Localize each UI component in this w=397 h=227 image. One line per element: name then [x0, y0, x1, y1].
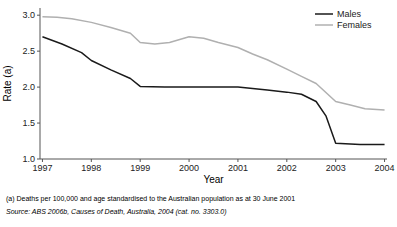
- footnote: Source: ABS 2006b, Causes of Death, Aust…: [6, 208, 227, 216]
- y-tick: [37, 15, 40, 16]
- legend-label: Females: [337, 20, 372, 30]
- x-tick: [140, 159, 141, 162]
- legend-label: Males: [337, 9, 362, 19]
- x-tick-label: 2000: [179, 163, 199, 173]
- series-line: [42, 37, 384, 145]
- x-tick-label: 2003: [326, 163, 346, 173]
- x-tick: [91, 159, 92, 162]
- x-axis-label: Year: [203, 174, 224, 185]
- lines: [42, 17, 384, 145]
- y-tick: [37, 87, 40, 88]
- chart: 1997 1998 1999 2000 2001 2002 2003 2004 1.0 1.5 2.…: [0, 0, 397, 227]
- x-axis-line: [40, 159, 387, 160]
- y-axis-label: Rate (a): [2, 65, 13, 101]
- legend-swatch: [315, 13, 333, 15]
- y-tick-label: 2.0: [22, 82, 35, 92]
- x-tick-label: 1998: [81, 163, 101, 173]
- y-tick-label: 1.0: [22, 154, 35, 164]
- y-tick: [37, 123, 40, 124]
- x-tick-label: 2004: [375, 163, 395, 173]
- x-tick: [42, 159, 43, 162]
- y-tick-label: 2.5: [22, 46, 35, 56]
- x-tick-label: 2002: [277, 163, 297, 173]
- y-tick: [37, 51, 40, 52]
- x-ticks: 1997 1998 1999 2000 2001 2002 2003 2004: [32, 159, 394, 173]
- x-tick: [286, 159, 287, 162]
- legend: MalesFemales: [315, 9, 372, 30]
- y-tick: [37, 159, 40, 160]
- legend-swatch: [315, 24, 333, 26]
- footnote: (a) Deaths per 100,000 and age standardi…: [6, 195, 295, 203]
- y-tick-label: 1.5: [22, 118, 35, 128]
- x-tick: [335, 159, 336, 162]
- x-tick-label: 1999: [130, 163, 150, 173]
- y-axis-line: [40, 8, 41, 159]
- x-tick: [384, 159, 385, 162]
- y-tick-label: 3.0: [22, 10, 35, 20]
- x-tick-label: 1997: [32, 163, 52, 173]
- x-tick: [237, 159, 238, 162]
- footnotes: (a) Deaths per 100,000 and age standardi…: [6, 195, 295, 216]
- x-tick: [189, 159, 190, 162]
- y-ticks: 1.0 1.5 2.0 2.5 3.0: [22, 10, 40, 164]
- series-line: [42, 17, 384, 110]
- x-tick-label: 2001: [228, 163, 248, 173]
